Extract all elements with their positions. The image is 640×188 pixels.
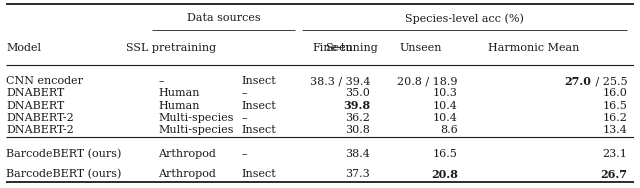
Text: 38.4: 38.4 (346, 149, 370, 159)
Text: –: – (242, 88, 247, 98)
Text: Arthropod: Arthropod (158, 169, 216, 179)
Text: Species-level acc (%): Species-level acc (%) (406, 13, 524, 24)
Text: 8.6: 8.6 (440, 125, 458, 135)
Text: BarcodeBERT (ours): BarcodeBERT (ours) (6, 169, 122, 179)
Text: Human: Human (158, 88, 200, 98)
Text: Human: Human (158, 101, 200, 111)
Text: 16.2: 16.2 (602, 113, 627, 123)
Text: Insect: Insect (242, 76, 276, 86)
Text: DNABERT-2: DNABERT-2 (6, 125, 74, 135)
Text: Harmonic Mean: Harmonic Mean (488, 43, 579, 53)
Text: / 25.5: / 25.5 (592, 76, 627, 86)
Text: DNABERT: DNABERT (6, 88, 65, 98)
Text: 23.1: 23.1 (602, 149, 627, 159)
Text: 10.3: 10.3 (433, 88, 458, 98)
Text: 16.5: 16.5 (602, 101, 627, 111)
Text: Seen: Seen (325, 43, 353, 53)
Text: 20.8 / 18.9: 20.8 / 18.9 (397, 76, 458, 86)
Text: Insect: Insect (242, 169, 276, 179)
Text: 16.0: 16.0 (602, 88, 627, 98)
Text: Insect: Insect (242, 101, 276, 111)
Text: DNABERT-2: DNABERT-2 (6, 113, 74, 123)
Text: –: – (158, 76, 164, 86)
Text: CNN encoder: CNN encoder (6, 76, 83, 86)
Text: 10.4: 10.4 (433, 101, 458, 111)
Text: 39.8: 39.8 (343, 100, 370, 111)
Text: SSL pretraining: SSL pretraining (126, 43, 216, 53)
Text: Arthropod: Arthropod (158, 149, 216, 159)
Text: 37.3: 37.3 (346, 169, 370, 179)
Text: Multi-species: Multi-species (158, 125, 234, 135)
Text: 13.4: 13.4 (602, 125, 627, 135)
Text: 36.2: 36.2 (346, 113, 370, 123)
Text: 35.0: 35.0 (346, 88, 370, 98)
Text: Data sources: Data sources (187, 14, 260, 24)
Text: –: – (242, 113, 247, 123)
Text: 16.5: 16.5 (433, 149, 458, 159)
Text: Multi-species: Multi-species (158, 113, 234, 123)
Text: 20.8: 20.8 (431, 169, 458, 180)
Text: Insect: Insect (242, 125, 276, 135)
Text: Unseen: Unseen (399, 43, 442, 53)
Text: Fine-tuning: Fine-tuning (312, 43, 378, 53)
Text: 26.7: 26.7 (600, 169, 627, 180)
Text: –: – (242, 149, 247, 159)
Text: 27.0: 27.0 (564, 76, 591, 87)
Text: 38.3 / 39.4: 38.3 / 39.4 (310, 76, 370, 86)
Text: DNABERT: DNABERT (6, 101, 65, 111)
Text: Model: Model (6, 43, 42, 53)
Text: 30.8: 30.8 (346, 125, 370, 135)
Text: 10.4: 10.4 (433, 113, 458, 123)
Text: BarcodeBERT (ours): BarcodeBERT (ours) (6, 149, 122, 159)
